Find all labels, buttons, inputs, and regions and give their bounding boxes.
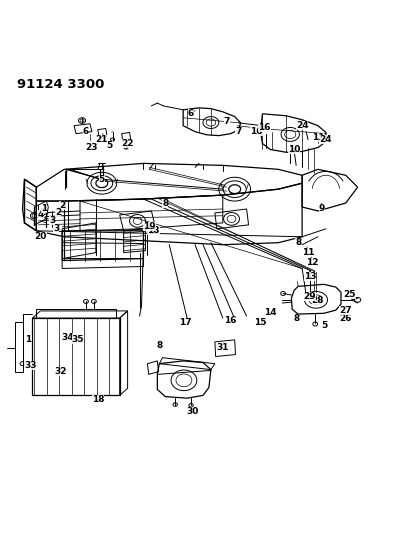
Text: 16: 16 [258,123,271,132]
Bar [32,318,120,395]
Text: 24: 24 [296,121,308,130]
Text: 8: 8 [162,198,168,207]
Text: 25: 25 [343,290,356,299]
Text: 7: 7 [236,127,242,136]
Text: 8: 8 [156,341,162,350]
Text: 30: 30 [187,407,199,416]
Text: 5: 5 [99,175,105,184]
Text: 3: 3 [53,224,59,233]
Text: 19: 19 [143,222,156,231]
Text: 1: 1 [39,208,45,217]
Text: 3: 3 [49,216,55,225]
Text: 8: 8 [293,313,299,322]
Text: 17: 17 [179,318,191,327]
Text: 28: 28 [312,296,324,305]
Text: 22: 22 [121,139,134,148]
Text: 26: 26 [339,313,352,322]
Text: 31: 31 [217,343,229,352]
Text: 5: 5 [107,141,113,150]
Text: 18: 18 [147,227,160,235]
Text: 6: 6 [83,127,89,136]
Text: 27: 27 [339,305,352,314]
Text: 29: 29 [304,292,316,301]
Text: 15: 15 [254,318,267,327]
Text: 13: 13 [304,272,316,281]
Text: 9: 9 [319,205,325,214]
Text: 11: 11 [302,248,314,257]
Text: 16: 16 [250,127,263,136]
Text: 12: 12 [306,258,318,267]
Text: 4: 4 [37,211,43,220]
Text: 33: 33 [24,361,37,370]
Text: 91124 3300: 91124 3300 [17,78,104,91]
Text: 34: 34 [62,333,74,342]
Text: 24: 24 [320,135,332,144]
Text: 16: 16 [224,316,237,325]
Text: 35: 35 [72,335,84,344]
Text: 1: 1 [41,205,47,214]
Text: 2: 2 [55,208,61,217]
Text: 1: 1 [25,335,31,344]
Text: 2: 2 [59,200,65,209]
Text: 11: 11 [312,133,324,142]
Text: 20: 20 [34,232,47,241]
Text: 21: 21 [96,135,108,144]
Text: 10: 10 [288,145,300,154]
Text: 32: 32 [54,367,66,376]
Text: 14: 14 [264,308,277,317]
Bar [36,309,116,318]
Text: 7: 7 [224,117,230,126]
Text: 8: 8 [295,238,301,247]
Text: 6: 6 [188,109,194,118]
Text: 23: 23 [86,143,98,152]
Text: 18: 18 [92,395,104,404]
Text: 5: 5 [321,321,327,330]
